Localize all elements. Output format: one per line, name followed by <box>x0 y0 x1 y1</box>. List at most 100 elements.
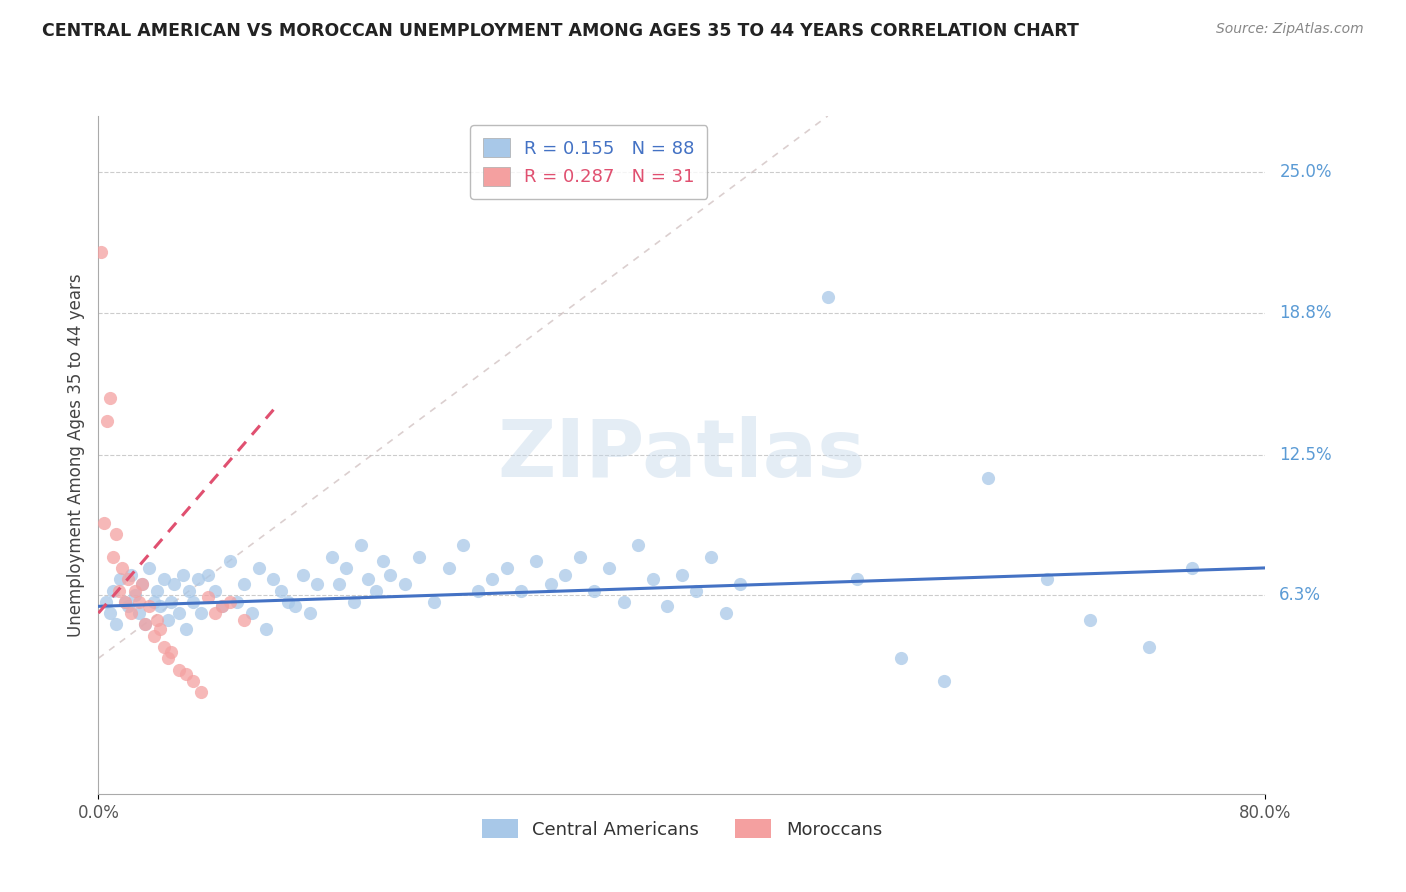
Point <box>101 549 124 564</box>
Point <box>134 617 156 632</box>
Point <box>890 651 912 665</box>
Point <box>540 576 562 591</box>
Point <box>226 595 249 609</box>
Point <box>467 583 489 598</box>
Point <box>128 595 150 609</box>
Point <box>350 538 373 552</box>
Text: 25.0%: 25.0% <box>1279 163 1331 181</box>
Point <box>211 599 233 614</box>
Point <box>124 583 146 598</box>
Point <box>190 685 212 699</box>
Point <box>554 567 576 582</box>
Point <box>408 549 430 564</box>
Point <box>211 599 233 614</box>
Point <box>131 576 153 591</box>
Point <box>163 576 186 591</box>
Point <box>343 595 366 609</box>
Point <box>218 554 240 568</box>
Point <box>423 595 446 609</box>
Point <box>291 567 314 582</box>
Point <box>149 622 172 636</box>
Point <box>657 599 679 614</box>
Point <box>817 290 839 304</box>
Point <box>104 527 127 541</box>
Point <box>627 538 650 552</box>
Point <box>277 595 299 609</box>
Point <box>307 576 329 591</box>
Point <box>93 516 115 530</box>
Point <box>270 583 292 598</box>
Point <box>120 567 142 582</box>
Point <box>612 595 634 609</box>
Point <box>321 549 343 564</box>
Point <box>160 595 183 609</box>
Point <box>357 572 380 586</box>
Point <box>254 622 277 636</box>
Point <box>153 640 176 654</box>
Point <box>114 595 136 609</box>
Point <box>160 644 183 658</box>
Point <box>131 576 153 591</box>
Point <box>111 561 134 575</box>
Point <box>90 244 112 259</box>
Point <box>1181 561 1204 575</box>
Point <box>1080 613 1102 627</box>
Text: Source: ZipAtlas.com: Source: ZipAtlas.com <box>1216 22 1364 37</box>
Point <box>204 583 226 598</box>
Point <box>598 561 620 575</box>
Point <box>146 613 169 627</box>
Point <box>685 583 707 598</box>
Point <box>583 583 606 598</box>
Point <box>298 606 321 620</box>
Point <box>364 583 387 598</box>
Point <box>174 622 197 636</box>
Point <box>371 554 394 568</box>
Text: ZIPatlas: ZIPatlas <box>498 416 866 494</box>
Point <box>510 583 533 598</box>
Point <box>218 595 240 609</box>
Point <box>149 599 172 614</box>
Point <box>1035 572 1057 586</box>
Point <box>481 572 503 586</box>
Point <box>167 606 190 620</box>
Point <box>846 572 869 586</box>
Point <box>142 595 165 609</box>
Point <box>114 595 136 609</box>
Point <box>174 667 197 681</box>
Point <box>124 588 146 602</box>
Text: CENTRAL AMERICAN VS MOROCCAN UNEMPLOYMENT AMONG AGES 35 TO 44 YEARS CORRELATION : CENTRAL AMERICAN VS MOROCCAN UNEMPLOYMEN… <box>42 22 1078 40</box>
Point <box>328 576 350 591</box>
Point <box>700 549 723 564</box>
Point <box>172 567 194 582</box>
Point <box>247 561 270 575</box>
Point <box>104 617 127 632</box>
Point <box>108 583 131 598</box>
Point <box>380 567 402 582</box>
Point <box>128 606 150 620</box>
Text: 18.8%: 18.8% <box>1279 303 1331 321</box>
Point <box>120 606 142 620</box>
Point <box>977 470 1000 484</box>
Point <box>190 606 212 620</box>
Point <box>335 561 357 575</box>
Point <box>730 576 752 591</box>
Point <box>524 554 547 568</box>
Point <box>117 572 139 586</box>
Point <box>262 572 284 586</box>
Point <box>233 576 256 591</box>
Point <box>233 613 256 627</box>
Point <box>451 538 474 552</box>
Point <box>157 613 180 627</box>
Point <box>394 576 416 591</box>
Point <box>671 567 693 582</box>
Point <box>153 572 176 586</box>
Point <box>284 599 307 614</box>
Legend: Central Americans, Moroccans: Central Americans, Moroccans <box>474 812 890 846</box>
Point <box>641 572 664 586</box>
Point <box>101 583 124 598</box>
Point <box>98 392 121 406</box>
Point <box>204 606 226 620</box>
Point <box>96 414 118 428</box>
Point <box>240 606 263 620</box>
Point <box>138 561 160 575</box>
